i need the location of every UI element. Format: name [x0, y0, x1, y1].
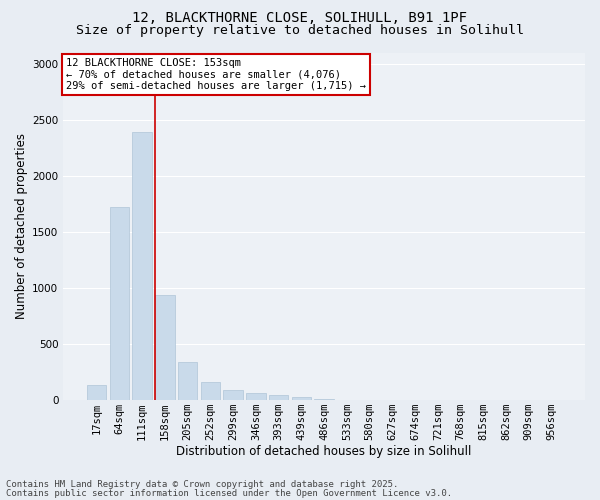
Bar: [292, 396, 311, 400]
Bar: [178, 362, 197, 400]
Text: Contains HM Land Registry data © Crown copyright and database right 2025.: Contains HM Land Registry data © Crown c…: [6, 480, 398, 489]
Bar: [155, 294, 175, 400]
Text: 12 BLACKTHORNE CLOSE: 153sqm
← 70% of detached houses are smaller (4,076)
29% of: 12 BLACKTHORNE CLOSE: 153sqm ← 70% of de…: [66, 58, 366, 91]
X-axis label: Distribution of detached houses by size in Solihull: Distribution of detached houses by size …: [176, 444, 472, 458]
Text: Size of property relative to detached houses in Solihull: Size of property relative to detached ho…: [76, 24, 524, 37]
Text: Contains public sector information licensed under the Open Government Licence v3: Contains public sector information licen…: [6, 488, 452, 498]
Text: 12, BLACKTHORNE CLOSE, SOLIHULL, B91 1PF: 12, BLACKTHORNE CLOSE, SOLIHULL, B91 1PF: [133, 11, 467, 25]
Bar: [87, 386, 106, 400]
Bar: [133, 132, 152, 400]
Bar: [246, 393, 266, 400]
Bar: [110, 207, 129, 400]
Bar: [269, 395, 289, 400]
Bar: [201, 382, 220, 400]
Bar: [223, 390, 243, 400]
Y-axis label: Number of detached properties: Number of detached properties: [15, 134, 28, 320]
